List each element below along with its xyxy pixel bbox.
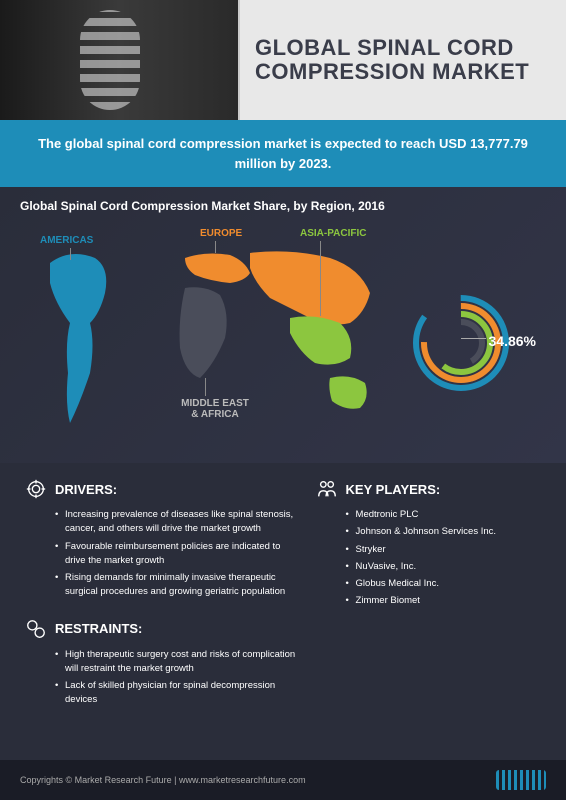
drivers-list: Increasing prevalence of diseases like s… — [25, 508, 296, 600]
list-item: Favourable reimbursement policies are in… — [55, 540, 296, 569]
header-image — [0, 0, 240, 120]
line-mea — [205, 378, 206, 396]
left-column: DRIVERS: Increasing prevalence of diseas… — [25, 478, 296, 726]
restraints-list: High therapeutic surgery cost and risks … — [25, 648, 296, 708]
content-section: DRIVERS: Increasing prevalence of diseas… — [0, 463, 566, 741]
keyplayers-icon — [316, 478, 338, 500]
keyplayers-head: KEY PLAYERS: — [316, 478, 541, 500]
label-americas: AMERICAS — [40, 235, 93, 246]
footer-text: Copyrights © Market Research Future | ww… — [20, 775, 306, 785]
keyplayers-block: KEY PLAYERS: Medtronic PLC Johnson & Joh… — [316, 478, 541, 609]
footer: Copyrights © Market Research Future | ww… — [0, 760, 566, 800]
header: GLOBAL SPINAL CORD COMPRESSION MARKET — [0, 0, 566, 120]
donut-chart: 34.86% — [411, 293, 531, 413]
donut-percentage: 34.86% — [489, 333, 536, 349]
title-line2: COMPRESSION MARKET — [255, 60, 551, 84]
line-europe — [215, 241, 216, 253]
map-section: Global Spinal Cord Compression Market Sh… — [0, 187, 566, 463]
list-item: Medtronic PLC — [346, 508, 541, 522]
drivers-title: DRIVERS: — [55, 482, 117, 497]
world-map: AMERICAS EUROPE ASIA-PACIFIC MIDDLE EAST… — [20, 223, 400, 443]
drivers-head: DRIVERS: — [25, 478, 296, 500]
list-item: High therapeutic surgery cost and risks … — [55, 648, 296, 677]
drivers-block: DRIVERS: Increasing prevalence of diseas… — [25, 478, 296, 600]
title-line1: GLOBAL SPINAL CORD — [255, 36, 551, 60]
line-asiapac — [320, 241, 321, 316]
keyplayers-list: Medtronic PLC Johnson & Johnson Services… — [316, 508, 541, 609]
list-item: NuVasive, Inc. — [346, 560, 541, 574]
restraints-block: RESTRAINTS: High therapeutic surgery cos… — [25, 618, 296, 708]
restraints-icon — [25, 618, 47, 640]
label-europe: EUROPE — [200, 228, 242, 239]
keyplayers-title: KEY PLAYERS: — [346, 482, 441, 497]
list-item: Lack of skilled physician for spinal dec… — [55, 679, 296, 708]
title-block: GLOBAL SPINAL CORD COMPRESSION MARKET — [240, 0, 566, 120]
list-item: Zimmer Biomet — [346, 594, 541, 608]
list-item: Johnson & Johnson Services Inc. — [346, 525, 541, 539]
footer-logo — [496, 770, 546, 790]
list-item: Globus Medical Inc. — [346, 577, 541, 591]
pct-line — [461, 338, 486, 339]
spine-graphic — [80, 10, 140, 110]
subtitle-bar: The global spinal cord compression marke… — [0, 120, 566, 187]
restraints-title: RESTRAINTS: — [55, 621, 142, 636]
restraints-head: RESTRAINTS: — [25, 618, 296, 640]
drivers-icon — [25, 478, 47, 500]
line-americas — [70, 248, 71, 260]
map-area: AMERICAS EUROPE ASIA-PACIFIC MIDDLE EAST… — [20, 223, 546, 453]
right-column: KEY PLAYERS: Medtronic PLC Johnson & Joh… — [316, 478, 541, 726]
list-item: Increasing prevalence of diseases like s… — [55, 508, 296, 537]
list-item: Rising demands for minimally invasive th… — [55, 571, 296, 600]
label-mea: MIDDLE EAST& AFRICA — [175, 398, 255, 420]
label-asiapac: ASIA-PACIFIC — [300, 228, 366, 239]
map-title: Global Spinal Cord Compression Market Sh… — [20, 199, 546, 213]
list-item: Stryker — [346, 543, 541, 557]
